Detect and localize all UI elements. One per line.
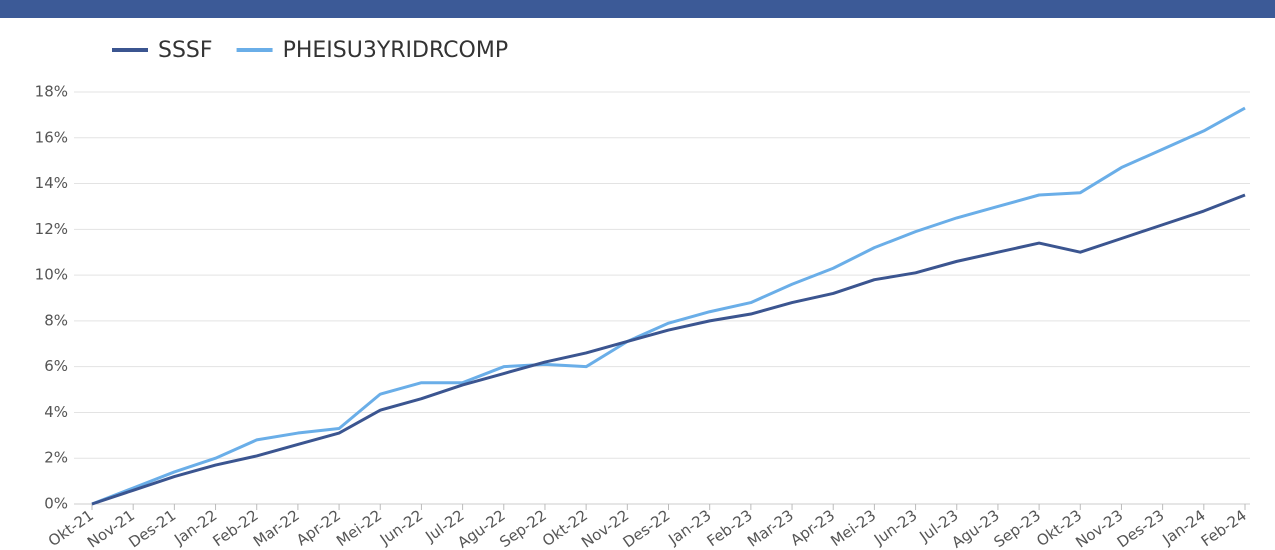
x-tick-label: Apr-23	[787, 506, 838, 549]
series-line	[91, 193, 1246, 506]
series-line	[91, 106, 1246, 506]
legend-label: PHEISU3YRIDRCOMP	[283, 38, 509, 63]
header-bar	[0, 0, 1275, 18]
x-tick-label: Sep-23	[990, 506, 1044, 550]
x-tick-label: Des-21	[125, 506, 179, 550]
x-tick-label: Sep-22	[496, 506, 550, 550]
y-tick-label: 0%	[44, 495, 68, 513]
x-tick-label: Jan-22	[170, 506, 220, 549]
x-tick-label: Mar-22	[250, 506, 303, 550]
x-tick-label: Des-22	[620, 506, 674, 550]
y-tick-label: 10%	[35, 266, 68, 284]
x-tick-label: Jun-23	[870, 506, 920, 549]
x-tick-label: Jan-24	[1159, 506, 1209, 549]
x-tick-label: Feb-24	[1198, 506, 1250, 550]
y-tick-label: 14%	[35, 174, 68, 192]
y-tick-label: 18%	[35, 83, 68, 101]
y-tick-label: 2%	[44, 449, 68, 467]
x-tick-label: Mar-23	[744, 506, 797, 550]
legend-label: SSSF	[158, 38, 213, 63]
y-tick-label: 6%	[44, 357, 68, 375]
x-tick-label: Feb-22	[209, 506, 261, 550]
x-tick-label: Jun-22	[376, 506, 426, 549]
x-tick-label: Apr-22	[293, 506, 344, 549]
x-tick-label: Des-23	[1114, 506, 1168, 550]
y-tick-label: 8%	[44, 311, 68, 329]
x-tick-label: Mei-23	[827, 506, 879, 550]
x-tick-label: Jan-23	[664, 506, 714, 549]
y-tick-label: 12%	[35, 220, 68, 238]
y-tick-label: 16%	[35, 128, 68, 146]
y-tick-label: 4%	[44, 403, 68, 421]
x-tick-label: Feb-23	[704, 506, 756, 550]
x-tick-label: Mei-22	[333, 506, 385, 550]
